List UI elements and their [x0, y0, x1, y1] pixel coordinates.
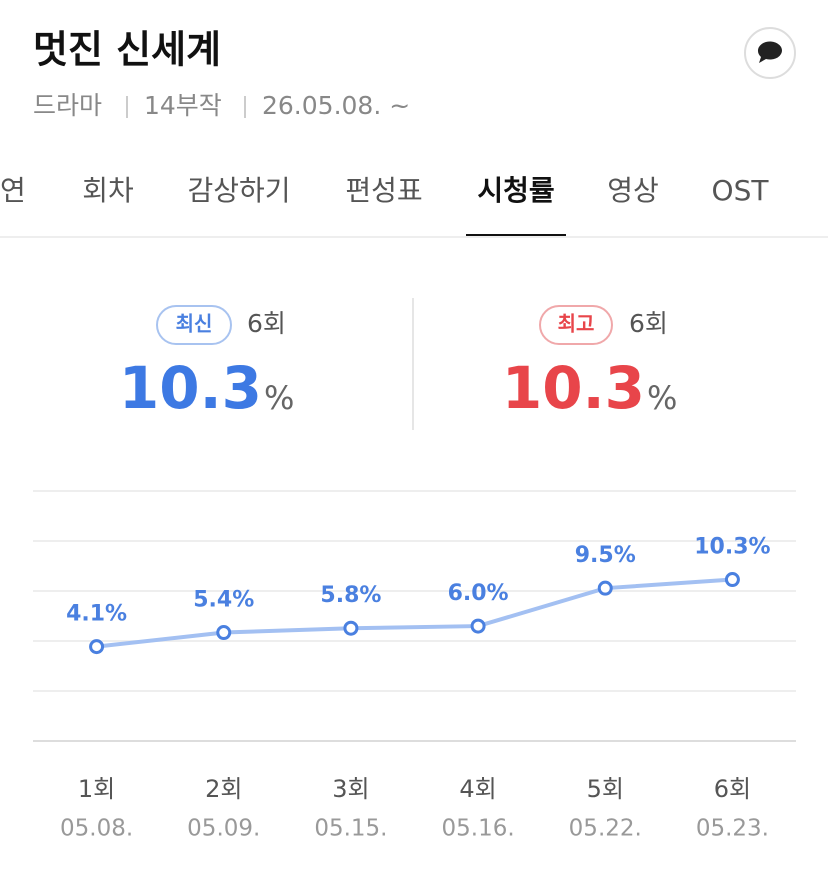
- value-label: 4.1%: [66, 602, 127, 627]
- latest-unit: %: [264, 379, 294, 417]
- x-date-label: 05.08.: [60, 816, 133, 842]
- point: [89, 639, 105, 655]
- x-date-label: 05.23.: [696, 816, 769, 842]
- value-label: 5.8%: [320, 583, 381, 608]
- latest-value: 10.3: [119, 354, 262, 422]
- tab[interactable]: 출연: [0, 174, 26, 207]
- x-date-label: 05.16.: [442, 816, 515, 842]
- best-badge-text: 최고: [558, 312, 595, 336]
- chat-button[interactable]: [744, 27, 796, 79]
- value-label: 6.0%: [448, 581, 509, 606]
- point: [597, 580, 613, 596]
- best-summary: 최고 6회 10.3 %: [502, 305, 677, 422]
- value-label: 9.5%: [575, 543, 636, 568]
- x-tick-label: 6회: [714, 775, 751, 803]
- point: [724, 572, 740, 588]
- rating-chart: 4.1% 5.4% 5.8% 6.0% 9.5% 10.3% 1회 05.08. 2회 05.09…: [33, 490, 796, 842]
- meta-genre: 드라마: [33, 91, 102, 120]
- tab[interactable]: 회차: [82, 174, 134, 207]
- x-tick-label: 3회: [332, 775, 369, 803]
- latest-episode: 6회: [247, 309, 286, 338]
- x-date-label: 05.15.: [314, 816, 387, 842]
- chat-icon: [757, 41, 782, 63]
- title: 멋진 신세계: [33, 28, 221, 72]
- x-date-label: 05.09.: [187, 816, 260, 842]
- latest-summary: 최신 6회 10.3 %: [119, 305, 294, 422]
- value-label: 10.3%: [694, 535, 770, 560]
- tab[interactable]: 영상: [607, 174, 659, 207]
- tab[interactable]: 감상하기: [187, 174, 290, 207]
- tab[interactable]: 시청률: [477, 174, 554, 207]
- best-unit: %: [647, 379, 677, 417]
- x-tick-label: 1회: [78, 775, 115, 803]
- best-value: 10.3: [502, 354, 645, 422]
- latest-badge: [156, 305, 232, 345]
- meta-date: 26.05.08. ~: [262, 91, 410, 120]
- tab[interactable]: 편성표: [345, 174, 422, 207]
- point: [470, 618, 486, 634]
- x-date-label: 05.22.: [569, 816, 642, 842]
- tab-bar: 출연 회차 감상하기 편성표 시청률 영상 OST: [0, 174, 769, 237]
- value-label: 5.4%: [193, 588, 254, 613]
- best-episode: 6회: [629, 309, 668, 338]
- tab-indicator: [466, 234, 566, 237]
- rating-line: [96, 577, 733, 649]
- best-badge: [539, 305, 613, 345]
- tab[interactable]: OST: [712, 174, 770, 207]
- point: [216, 625, 232, 641]
- x-tick-label: 2회: [205, 775, 242, 803]
- point: [343, 620, 359, 636]
- x-tick-label: 4회: [459, 775, 496, 803]
- meta-episodes: 14부작: [144, 91, 222, 120]
- latest-badge-text: 최신: [176, 312, 213, 336]
- x-tick-label: 5회: [587, 775, 624, 803]
